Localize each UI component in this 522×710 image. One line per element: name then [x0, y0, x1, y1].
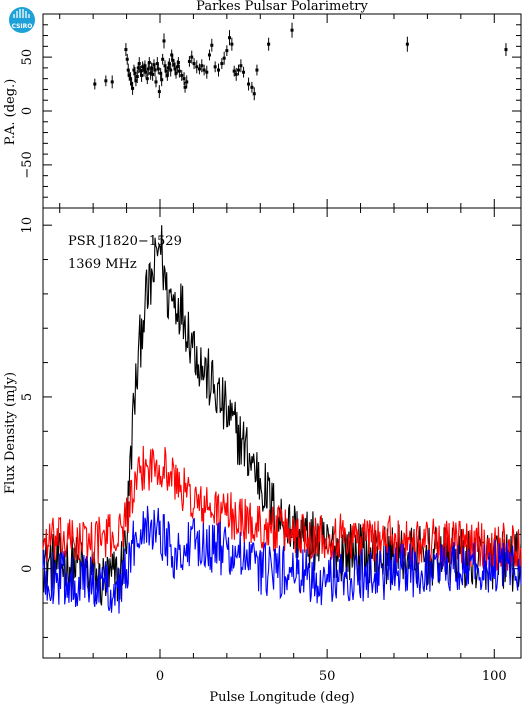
pa-point — [124, 43, 128, 57]
pa-point — [157, 85, 161, 99]
profile-series — [42, 225, 522, 614]
pa-point — [210, 38, 214, 52]
pa-point — [183, 81, 187, 93]
pa-point — [177, 64, 181, 78]
pa-point — [237, 64, 241, 76]
pa-point — [220, 58, 224, 69]
pa-point — [252, 87, 256, 101]
logo-text: CSIRO — [12, 23, 33, 30]
profile-x-tick-label: 0 — [156, 669, 164, 684]
pa-point — [239, 59, 243, 73]
pa-point — [230, 37, 234, 51]
pa-y-tick-label: 0 — [20, 107, 35, 115]
pa-y-axis-label: P.A. (deg.) — [3, 79, 18, 146]
pa-point — [195, 60, 199, 74]
pa-point — [190, 50, 194, 64]
pa-point — [255, 64, 259, 76]
pa-point — [104, 75, 108, 87]
profile-y-axis-label: Flux Density (mJy) — [3, 372, 18, 494]
profile-y-tick-label: 0 — [20, 565, 35, 573]
pa-point — [213, 61, 217, 73]
pa-point — [205, 65, 209, 79]
pa-point — [176, 57, 180, 68]
pa-point — [162, 33, 166, 49]
observing-frequency: 1369 MHz — [68, 257, 137, 272]
pa-point — [93, 78, 97, 90]
pa-point — [247, 77, 251, 91]
pa-point — [290, 22, 294, 38]
pa-point — [135, 70, 139, 83]
pa-point — [144, 65, 148, 79]
pa-point — [153, 63, 157, 77]
pa-point — [147, 57, 151, 68]
pa-point — [202, 64, 206, 76]
csiro-logo: CSIRO — [9, 7, 35, 33]
pa-point — [232, 65, 236, 77]
profile-series-line — [42, 505, 522, 614]
pa-point — [267, 37, 271, 51]
profile-y-tick-label: 5 — [20, 393, 35, 401]
pa-point — [225, 45, 229, 57]
chart-title: Parkes Pulsar Polarimetry — [196, 0, 368, 14]
pa-point — [222, 51, 226, 65]
pa-point — [187, 56, 191, 67]
pa-y-tick-label: −50 — [20, 151, 35, 178]
pa-point — [152, 59, 156, 71]
pa-point — [197, 63, 201, 75]
pa-point — [160, 73, 164, 87]
pa-point — [180, 70, 184, 81]
pa-point — [192, 58, 196, 69]
pa-point — [165, 70, 169, 81]
pa-point — [151, 67, 155, 81]
pa-point — [228, 30, 232, 46]
profile-panel-frame — [42, 207, 522, 659]
pa-point — [174, 67, 178, 79]
pa-point — [167, 58, 171, 69]
pa-point — [159, 67, 163, 79]
profile-series-line — [42, 445, 522, 572]
pa-point — [145, 73, 149, 85]
pa-panel-frame — [42, 13, 522, 209]
pa-point — [250, 81, 254, 93]
pa-point — [185, 75, 189, 89]
pa-points — [93, 22, 508, 101]
pa-point — [143, 60, 147, 72]
pa-point — [216, 63, 220, 77]
pa-panel: −50 0 50 P.A. (deg.) — [3, 13, 522, 209]
pa-point — [140, 68, 144, 82]
pa-y-axis: −50 0 50 — [20, 24, 521, 198]
pulsar-name: PSR J1820−1529 — [68, 234, 182, 249]
profile-x-axis: 0 50 100 — [59, 208, 507, 684]
pa-x-axis — [59, 14, 495, 208]
profile-y-tick-label: 10 — [20, 217, 35, 234]
pa-point — [156, 63, 160, 75]
pa-point — [154, 76, 158, 88]
pa-point — [200, 59, 204, 73]
pa-point — [163, 60, 167, 72]
pa-point — [405, 36, 409, 52]
pa-point — [125, 53, 129, 65]
pa-point — [169, 63, 173, 77]
profile-x-tick-label: 50 — [319, 669, 336, 684]
profile-panel: 0 5 10 0 50 100 PSR J1820−1529 1369 MHz Flux… — [3, 207, 522, 705]
pa-point — [504, 43, 508, 57]
x-axis-label: Pulse Longitude (deg) — [209, 690, 354, 705]
profile-y-axis: 0 5 10 — [20, 217, 521, 638]
pa-point — [207, 49, 211, 61]
pa-point — [131, 81, 135, 95]
pa-point — [150, 62, 154, 74]
profile-x-tick-label: 100 — [482, 669, 507, 684]
pa-point — [242, 66, 246, 78]
pa-point — [133, 66, 137, 80]
pa-point — [137, 57, 141, 71]
pa-point — [234, 67, 238, 81]
pa-point — [182, 72, 186, 86]
pa-point — [161, 53, 165, 65]
pa-y-tick-label: 50 — [20, 49, 35, 66]
pa-point — [146, 62, 150, 76]
pa-point — [110, 75, 114, 89]
pa-point — [170, 49, 174, 61]
